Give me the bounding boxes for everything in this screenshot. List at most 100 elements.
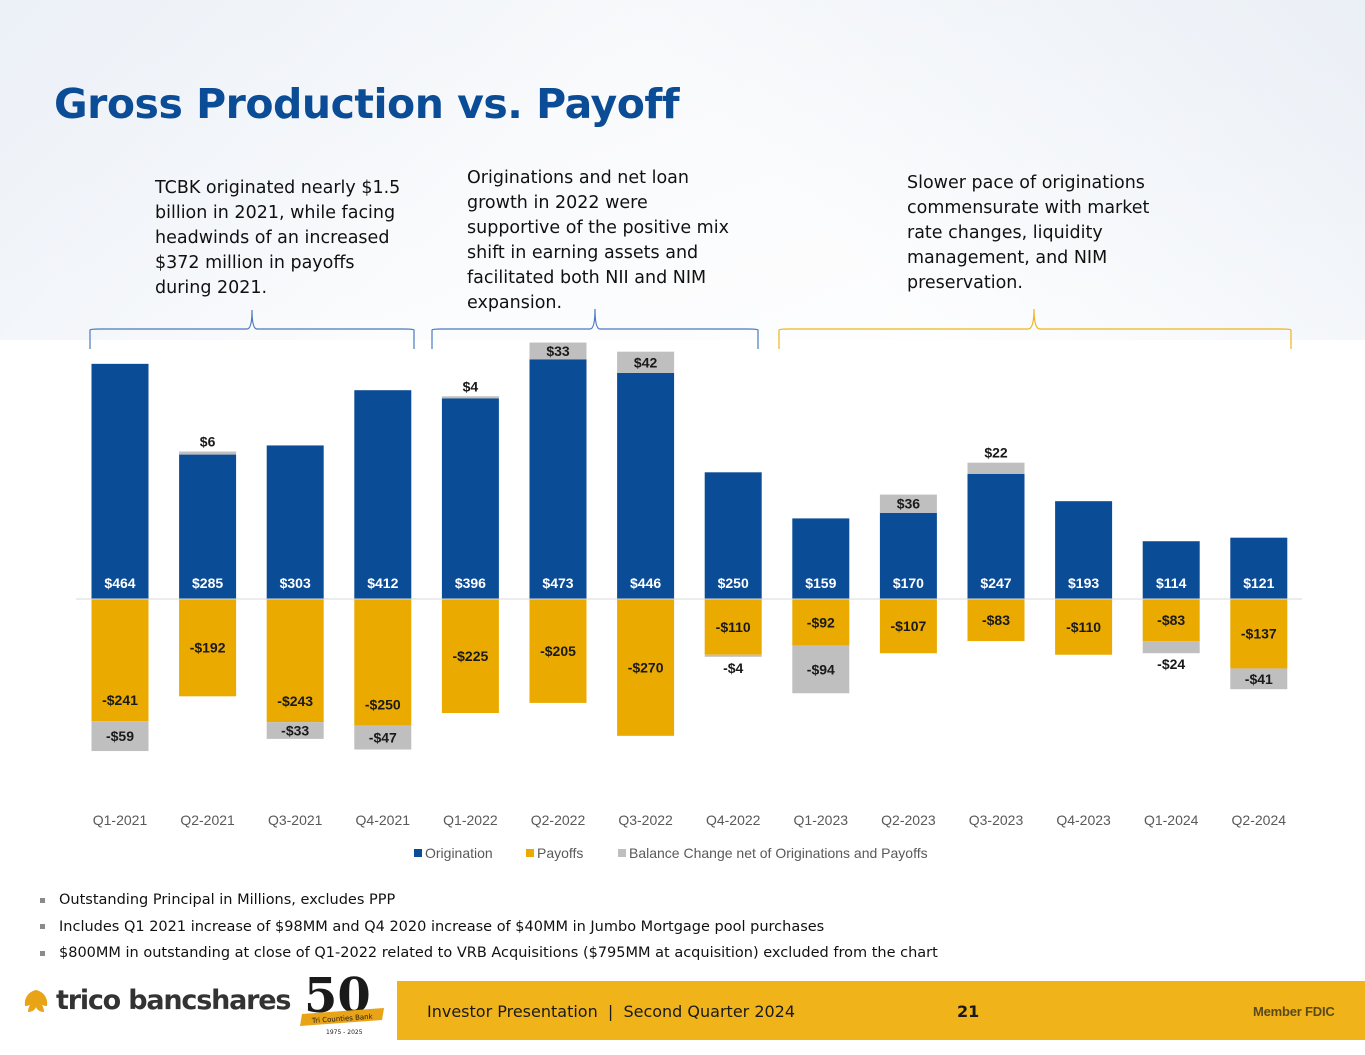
- callout-2022: Originations and net loan growth in 2022…: [467, 168, 729, 313]
- legend-swatch: [618, 849, 626, 857]
- category-tick-label: Q2-2021: [180, 812, 235, 828]
- payoffs-bar: [1230, 599, 1288, 669]
- origination-label: $396: [455, 575, 486, 591]
- balance-change-bar: [441, 396, 499, 399]
- footnote-text: Outstanding Principal in Millions, exclu…: [59, 892, 396, 909]
- balance-change-label: -$24: [1157, 656, 1185, 672]
- wheat-logo-icon: [24, 989, 48, 1012]
- production-payoff-chart: $464 -$241 -$59 $285 -$192 $6 $303 -$243 -$33 $41…: [76, 308, 1302, 861]
- balance-change-label: $6: [200, 434, 216, 450]
- origination-label: $121: [1243, 575, 1274, 591]
- origination-label: $412: [367, 575, 398, 591]
- origination-label: $170: [893, 575, 924, 591]
- payoffs-bar: [1142, 599, 1200, 642]
- payoffs-label: -$205: [540, 643, 576, 659]
- page-title: Gross Production vs. Payoff: [54, 80, 680, 128]
- origination-bar: [617, 372, 675, 599]
- balance-change-label: -$33: [281, 723, 309, 739]
- origination-bar: [529, 359, 587, 599]
- category-tick-label: Q4-2022: [706, 812, 761, 828]
- balance-change-label: -$47: [369, 730, 397, 746]
- balance-change-bar: [91, 721, 149, 752]
- origination-bar: [704, 472, 762, 599]
- footnotes: Outstanding Principal in Millions, exclu…: [40, 887, 938, 967]
- origination-label: $473: [542, 575, 573, 591]
- square-bullet-icon: [40, 897, 45, 903]
- origination-label: $464: [104, 575, 135, 591]
- origination-label: $247: [980, 575, 1011, 591]
- legend-label: Payoffs: [537, 845, 583, 861]
- category-tick-label: Q3-2021: [268, 812, 323, 828]
- balance-change-label: -$41: [1245, 671, 1273, 687]
- balance-change-label: $33: [546, 343, 570, 359]
- origination-label: $159: [805, 575, 836, 591]
- payoffs-label: -$83: [982, 612, 1010, 628]
- payoffs-label: -$243: [277, 693, 313, 709]
- origination-label: $193: [1068, 575, 1099, 591]
- footnote-item: Includes Q1 2021 increase of $98MM and Q…: [40, 914, 938, 941]
- payoffs-bar: [441, 599, 499, 714]
- anniversary-badge: 50 Tri Counties Bank 1975 - 2025: [300, 968, 384, 1036]
- balance-change-bar: [266, 722, 324, 739]
- presentation-label: Investor Presentation | Second Quarter 2…: [427, 1002, 796, 1021]
- origination-bar: [1055, 501, 1113, 599]
- footer-band: [397, 981, 1365, 1040]
- balance-change-label: $4: [463, 378, 479, 394]
- payoffs-label: -$92: [807, 614, 835, 630]
- origination-label: $285: [192, 575, 223, 591]
- payoffs-label: -$250: [365, 697, 401, 713]
- footnote-text: $800MM in outstanding at close of Q1-202…: [59, 945, 938, 962]
- payoffs-bar: [354, 599, 412, 726]
- square-bullet-icon: [40, 924, 45, 930]
- payoffs-bar: [91, 599, 149, 722]
- balance-change-bar: [354, 725, 412, 750]
- payoffs-bar: [617, 599, 675, 736]
- origination-bar: [1142, 541, 1200, 599]
- legend-label: Balance Change net of Originations and P…: [629, 845, 928, 861]
- chart-legend: Origination Payoffs Balance Change net of …: [414, 845, 928, 861]
- payoffs-label: -$110: [1066, 619, 1101, 635]
- trico-logo: trico bancshares: [22, 985, 291, 1016]
- member-fdic: Member FDIC: [1253, 1004, 1335, 1019]
- balance-change-label: $22: [984, 445, 1008, 461]
- balance-change-label: $36: [897, 496, 921, 512]
- payoffs-bar: [529, 599, 587, 703]
- legend-swatch: [526, 849, 534, 857]
- footnote-text: Includes Q1 2021 increase of $98MM and Q…: [59, 918, 825, 935]
- callout-2023-2024: Slower pace of originations commensurate…: [907, 173, 1150, 293]
- balance-change-bar: [529, 342, 587, 360]
- category-tick-label: Q4-2023: [1056, 812, 1111, 828]
- balance-change-bar: [879, 494, 937, 513]
- origination-label: $446: [630, 575, 661, 591]
- origination-label: $303: [280, 575, 311, 591]
- bracket-2021: [89, 309, 415, 349]
- background-facets: [0, 0, 1365, 340]
- payoffs-bar: [179, 599, 237, 697]
- balance-change-bar: [792, 645, 850, 694]
- origination-bar: [879, 512, 937, 599]
- payoffs-label: -$107: [890, 618, 926, 634]
- legend-label: Origination: [425, 845, 493, 861]
- category-tick-label: Q2-2023: [881, 812, 936, 828]
- origination-label: $114: [1156, 575, 1187, 591]
- category-tick-label: Q1-2024: [1144, 812, 1199, 828]
- payoffs-label: -$270: [628, 659, 664, 675]
- callout-2021: TCBK originated nearly $1.5 billion in 2…: [155, 178, 401, 298]
- footnote-item: $800MM in outstanding at close of Q1-202…: [40, 940, 938, 967]
- square-bullet-icon: [40, 950, 45, 956]
- payoffs-label: -$137: [1241, 626, 1277, 642]
- origination-bar: [1230, 537, 1288, 599]
- payoffs-bar: [879, 599, 937, 654]
- origination-bar: [441, 398, 499, 599]
- category-tick-label: Q2-2024: [1232, 812, 1287, 828]
- origination-bar: [967, 473, 1025, 599]
- category-tick-label: Q1-2023: [794, 812, 849, 828]
- origination-bar: [91, 363, 149, 599]
- origination-bar: [179, 454, 237, 599]
- payoffs-bar: [967, 599, 1025, 642]
- balance-change-bar: [1142, 641, 1200, 654]
- payoffs-label: -$192: [190, 640, 226, 656]
- balance-change-label: $42: [634, 354, 658, 370]
- balance-change-bar: [617, 351, 675, 373]
- payoffs-bar: [704, 599, 762, 655]
